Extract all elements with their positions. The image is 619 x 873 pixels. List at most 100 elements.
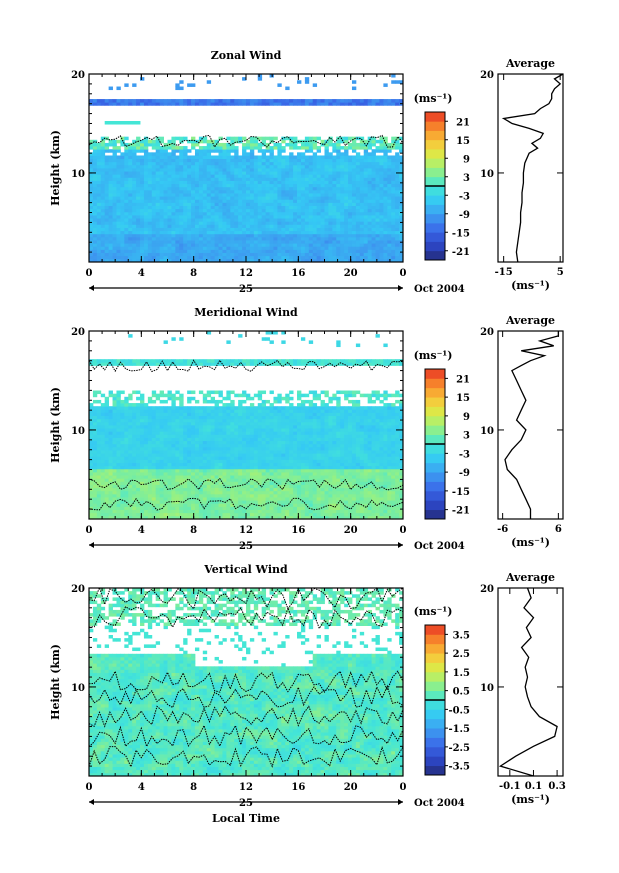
heatmap-cell bbox=[120, 421, 125, 426]
heatmap-cell bbox=[304, 193, 310, 197]
heatmap-cell bbox=[89, 164, 94, 169]
heatmap-cell bbox=[324, 142, 329, 147]
heatmap-cell bbox=[136, 121, 141, 125]
heatmap-cell bbox=[238, 99, 243, 103]
heatmap-cell bbox=[242, 221, 247, 225]
heatmap-cell bbox=[234, 249, 239, 253]
heatmap-cell bbox=[206, 475, 212, 479]
heatmap-cell bbox=[187, 168, 192, 172]
heatmap-cell bbox=[351, 218, 357, 222]
heatmap-cell bbox=[198, 425, 204, 429]
heatmap-cell bbox=[183, 146, 188, 150]
heatmap-cell bbox=[289, 224, 294, 228]
heatmap-cell bbox=[226, 193, 231, 197]
heatmap-cell bbox=[324, 186, 329, 191]
heatmap-cell bbox=[363, 183, 369, 188]
heatmap-cell bbox=[96, 155, 102, 159]
heatmap-cell bbox=[273, 102, 278, 106]
heatmap-cell bbox=[100, 406, 106, 410]
heatmap-cell bbox=[375, 202, 380, 206]
heatmap-cell bbox=[155, 249, 161, 253]
heatmap-cell bbox=[214, 186, 219, 191]
heatmap-cell bbox=[112, 215, 117, 219]
heatmap-cell bbox=[104, 425, 110, 429]
heatmap-cell bbox=[226, 211, 231, 216]
heatmap-cell bbox=[194, 415, 200, 420]
heatmap-cell bbox=[253, 174, 259, 178]
heatmap-cell bbox=[289, 249, 294, 253]
heatmap-cell bbox=[132, 196, 137, 200]
heatmap-cell bbox=[108, 434, 113, 438]
heatmap-cell bbox=[257, 215, 263, 219]
heatmap-cell bbox=[116, 481, 121, 485]
heatmap-cell bbox=[143, 415, 149, 420]
heatmap-cell bbox=[332, 215, 337, 219]
heatmap-cell bbox=[234, 186, 239, 191]
heatmap-cell bbox=[300, 218, 306, 222]
heatmap-cell bbox=[340, 246, 345, 250]
heatmap-cell bbox=[210, 362, 216, 366]
heatmap-cell bbox=[179, 255, 184, 260]
heatmap-cell bbox=[202, 227, 208, 232]
heatmap-cell bbox=[277, 249, 282, 253]
heatmap-cell bbox=[210, 196, 216, 200]
heatmap-cell bbox=[253, 142, 259, 147]
heatmap-cell bbox=[387, 142, 392, 147]
heatmap-cell bbox=[324, 146, 329, 150]
heatmap-cell bbox=[194, 506, 200, 510]
heatmap-cell bbox=[293, 211, 298, 216]
heatmap-cell bbox=[320, 202, 325, 206]
heatmap-cell bbox=[391, 221, 396, 225]
heatmap-cell bbox=[324, 224, 329, 228]
heatmap-cell bbox=[108, 425, 113, 429]
heatmap-cell bbox=[175, 249, 180, 253]
heatmap-cell bbox=[269, 161, 274, 166]
heatmap-cell bbox=[198, 252, 204, 257]
heatmap-cell bbox=[261, 205, 267, 210]
heatmap-cell bbox=[143, 205, 149, 210]
heatmap-cell bbox=[336, 196, 341, 200]
heatmap-cell bbox=[328, 243, 333, 247]
heatmap-cell bbox=[375, 164, 380, 169]
heatmap-cell bbox=[273, 224, 278, 228]
heatmap-cell bbox=[206, 412, 212, 416]
heatmap-cell bbox=[293, 227, 298, 232]
heatmap-cell bbox=[194, 221, 200, 225]
heatmap-cell bbox=[355, 180, 361, 185]
heatmap-cell bbox=[257, 136, 263, 141]
heatmap-cell bbox=[234, 437, 239, 442]
heatmap-cell bbox=[202, 437, 208, 442]
heatmap-cell bbox=[179, 512, 184, 517]
heatmap-cell bbox=[194, 481, 200, 485]
heatmap-cell bbox=[304, 149, 310, 153]
heatmap-cell bbox=[265, 161, 270, 166]
heatmap-cell bbox=[132, 174, 137, 178]
heatmap-cell bbox=[147, 224, 153, 228]
heatmap-cell bbox=[104, 472, 110, 476]
heatmap-cell bbox=[171, 164, 176, 169]
heatmap-cell bbox=[304, 233, 310, 238]
heatmap-cell bbox=[96, 412, 102, 416]
heatmap-cell bbox=[261, 161, 267, 166]
heatmap-cell bbox=[206, 512, 212, 517]
heatmap-cell bbox=[246, 202, 251, 206]
heatmap-cell bbox=[230, 478, 235, 482]
heatmap-cell bbox=[234, 450, 239, 454]
heatmap-cell bbox=[132, 193, 137, 197]
heatmap-cell bbox=[132, 152, 137, 156]
heatmap-cell bbox=[210, 171, 216, 175]
heatmap-cell bbox=[261, 218, 267, 222]
heatmap-cell bbox=[147, 255, 153, 260]
heatmap-cell bbox=[387, 227, 392, 232]
heatmap-cell bbox=[206, 465, 212, 470]
heatmap-cell bbox=[206, 390, 212, 395]
x-tick-label: 20 bbox=[344, 268, 358, 279]
heatmap-cell bbox=[100, 183, 106, 188]
heatmap-cell bbox=[206, 459, 212, 463]
heatmap-cell bbox=[179, 396, 184, 401]
heatmap-cell bbox=[198, 453, 204, 457]
heatmap-cell bbox=[128, 481, 133, 485]
heatmap-cell bbox=[191, 468, 196, 473]
heatmap-cell bbox=[230, 236, 235, 241]
heatmap-cell bbox=[140, 493, 145, 498]
